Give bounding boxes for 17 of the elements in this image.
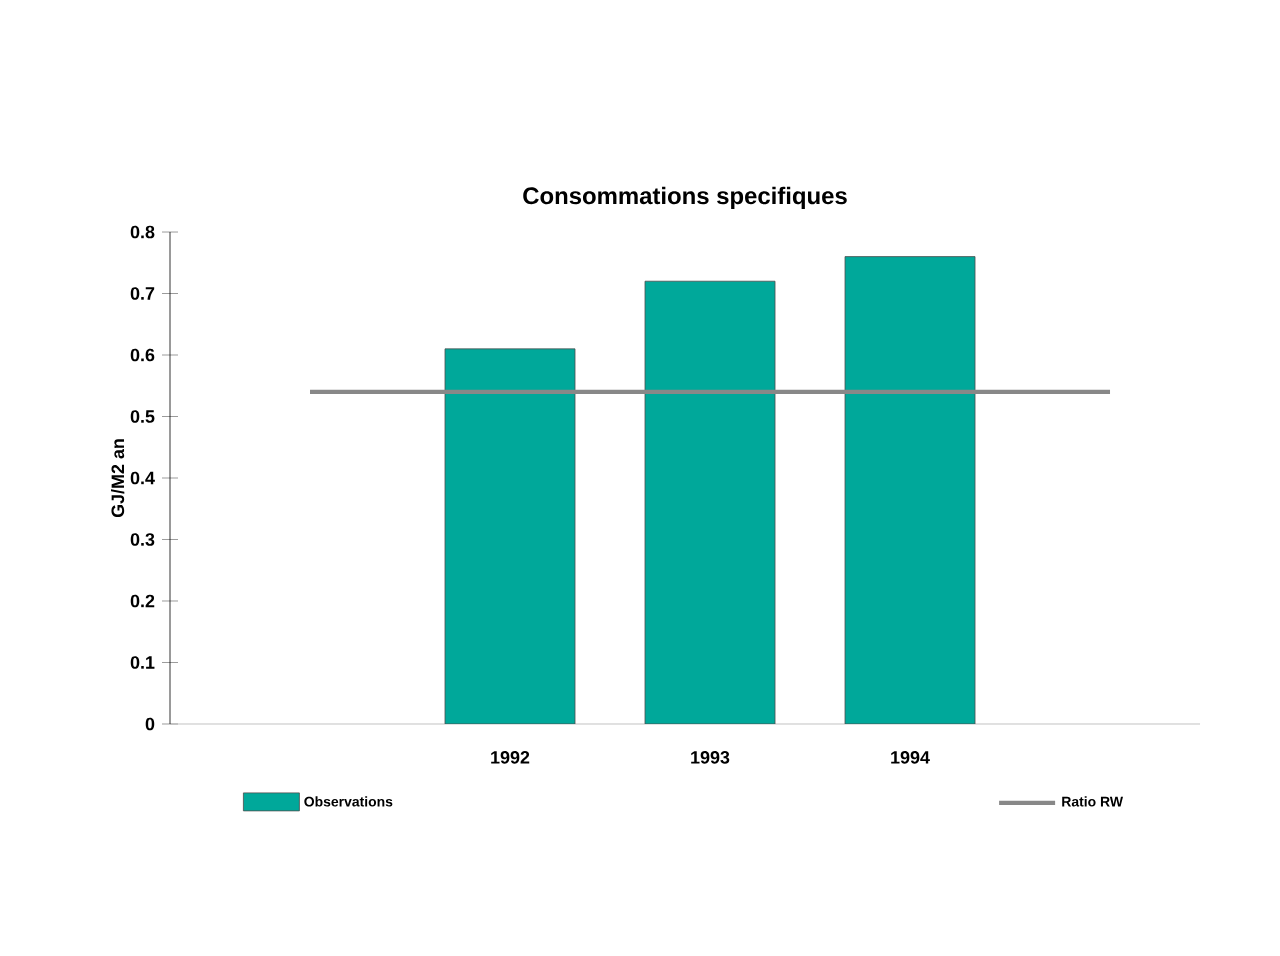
y-tick-label: 0.3 xyxy=(130,533,155,546)
bar xyxy=(444,348,576,724)
y-axis-title: GJ/M2 an xyxy=(110,439,125,518)
y-tick-label: 0 xyxy=(145,717,155,731)
x-tick-label: 1993 xyxy=(691,751,730,764)
chart-title: Consommations specifiques xyxy=(523,186,847,210)
y-tick-label: 0.5 xyxy=(130,410,155,423)
x-tick-label: 1994 xyxy=(891,751,930,764)
y-tick-label: 0.4 xyxy=(130,471,155,485)
x-tick-label: 1992 xyxy=(491,751,530,764)
bar xyxy=(644,280,776,724)
y-tick-label: 0.1 xyxy=(130,656,155,669)
y-tick-label: 0.2 xyxy=(130,594,155,608)
bar xyxy=(844,256,976,724)
y-tick-label: 0.7 xyxy=(130,287,155,300)
y-tick-label: 0.6 xyxy=(130,348,155,362)
y-tick-label: 0.8 xyxy=(130,225,155,239)
